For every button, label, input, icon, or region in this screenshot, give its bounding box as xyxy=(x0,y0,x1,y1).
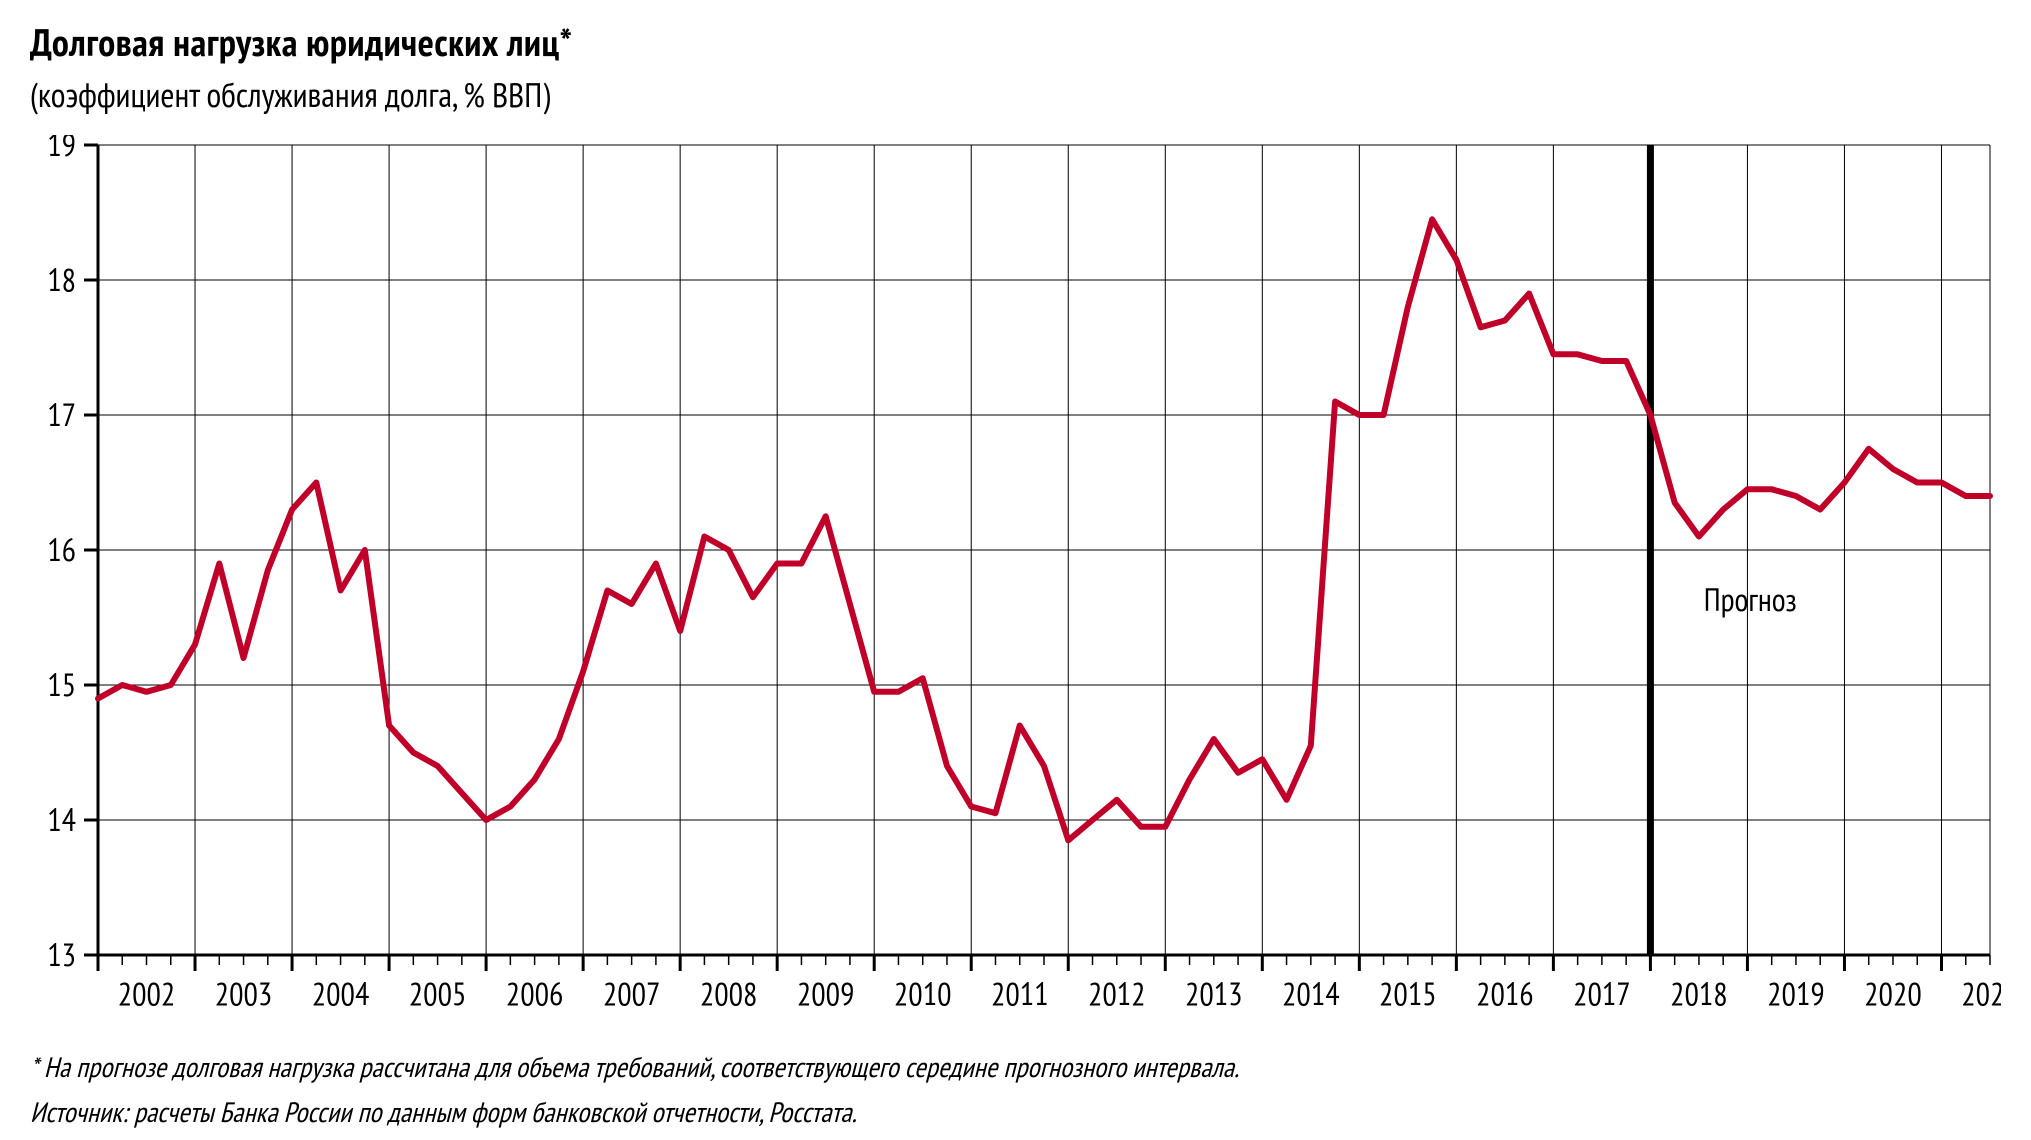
svg-text:13: 13 xyxy=(47,933,76,975)
svg-text:19: 19 xyxy=(47,135,76,165)
svg-text:2016: 2016 xyxy=(1476,972,1534,1014)
svg-text:2015: 2015 xyxy=(1379,972,1437,1014)
svg-text:2002: 2002 xyxy=(118,972,176,1014)
svg-text:18: 18 xyxy=(47,258,76,300)
svg-text:2008: 2008 xyxy=(700,972,758,1014)
line-chart: 13 14 15 16 17 18 19 2002 2003 2004 2005 2006 2007 20… xyxy=(30,135,2001,1015)
svg-text:2017: 2017 xyxy=(1573,972,1631,1014)
svg-text:2003: 2003 xyxy=(215,972,273,1014)
chart-subtitle: (коэффициент обслуживания долга, % ВВП) xyxy=(30,73,2001,117)
chart-footnote: * На прогнозе долговая нагрузка рассчита… xyxy=(30,1048,2001,1085)
svg-text:2012: 2012 xyxy=(1088,972,1146,1014)
svg-text:2014: 2014 xyxy=(1282,972,1340,1014)
svg-text:2009: 2009 xyxy=(797,972,855,1014)
svg-text:2005: 2005 xyxy=(409,972,467,1014)
svg-text:14: 14 xyxy=(47,798,76,840)
svg-text:15: 15 xyxy=(47,663,76,705)
svg-text:2018: 2018 xyxy=(1670,972,1728,1014)
svg-text:2020: 2020 xyxy=(1864,972,1922,1014)
svg-text:2004: 2004 xyxy=(312,972,370,1014)
svg-text:16: 16 xyxy=(47,528,76,570)
svg-text:2013: 2013 xyxy=(1185,972,1243,1014)
svg-text:2010: 2010 xyxy=(894,972,952,1014)
svg-text:2011: 2011 xyxy=(991,972,1049,1014)
svg-text:2021: 2021 xyxy=(1961,972,2001,1014)
chart-source: Источник: расчеты Банка России по данным… xyxy=(30,1093,2001,1130)
svg-text:2019: 2019 xyxy=(1767,972,1825,1014)
chart-title: Долговая нагрузка юридических лиц* xyxy=(30,18,2001,67)
svg-text:2006: 2006 xyxy=(506,972,564,1014)
svg-text:2007: 2007 xyxy=(603,972,661,1014)
svg-text:17: 17 xyxy=(47,393,76,435)
svg-text:Прогноз: Прогноз xyxy=(1704,578,1797,620)
chart-area: 13 14 15 16 17 18 19 2002 2003 2004 2005 2006 2007 20… xyxy=(30,135,2001,1020)
